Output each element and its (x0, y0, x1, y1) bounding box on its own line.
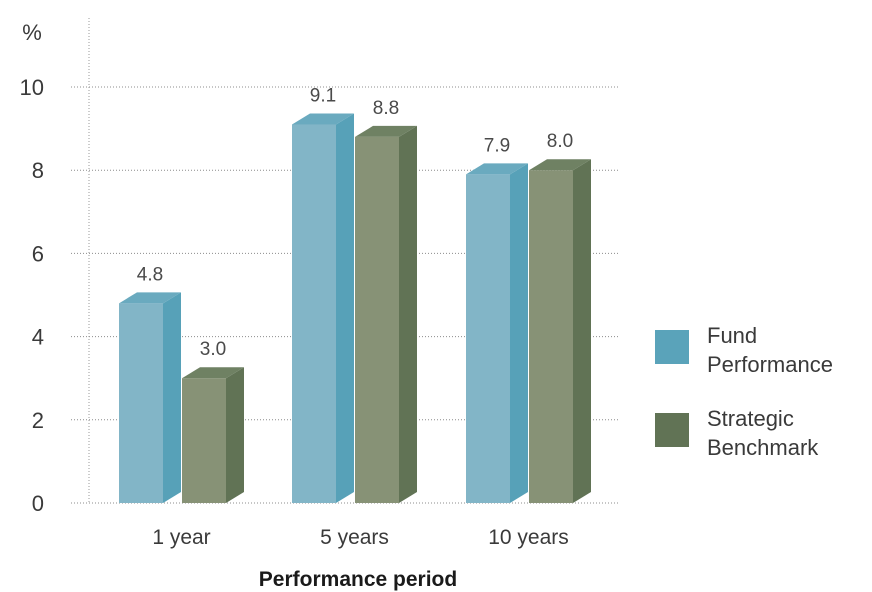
legend-label: Performance (707, 352, 833, 377)
bar-side (163, 292, 181, 503)
data-label: 3.0 (200, 339, 226, 360)
bar-side (510, 163, 528, 504)
y-tick-label: 2 (32, 408, 44, 433)
data-label: 4.8 (137, 264, 163, 285)
x-tick-label: 5 years (320, 526, 389, 549)
bar-top (529, 159, 591, 171)
legend-label: Benchmark (707, 435, 819, 460)
bar-side (573, 159, 591, 503)
y-axis-unit-label: % (22, 20, 42, 45)
x-tick-label: 10 years (488, 526, 569, 549)
y-tick-label: 10 (20, 75, 44, 100)
bar-front (529, 170, 573, 503)
bar-side (226, 367, 244, 503)
x-tick-label: 1 year (152, 526, 210, 549)
y-tick-label: 8 (32, 158, 44, 183)
bar-top (119, 292, 181, 304)
bar (466, 163, 528, 504)
y-tick-label: 0 (32, 491, 44, 516)
bar (529, 159, 591, 503)
bars (119, 113, 591, 504)
bar-front (182, 378, 226, 503)
bar-top (355, 125, 417, 137)
data-label: 8.8 (373, 98, 399, 119)
bar (292, 113, 354, 503)
bar-top (466, 163, 528, 175)
legend-swatch (655, 330, 689, 364)
y-axis-ticks: 0 2 4 6 8 10 (20, 75, 44, 516)
bar-front (466, 174, 510, 504)
x-axis-title: Performance period (259, 568, 457, 591)
legend-swatch (655, 413, 689, 447)
bar (119, 292, 181, 503)
bar-top (292, 113, 354, 125)
legend-label: Strategic (707, 406, 794, 431)
bar-front (292, 124, 336, 503)
bar-side (399, 125, 417, 504)
legend: Fund Performance Strategic Benchmark (655, 323, 833, 460)
bar (182, 367, 244, 503)
x-axis-categories: 1 year 5 years 10 years (152, 526, 568, 549)
y-tick-label: 6 (32, 241, 44, 266)
bar (355, 125, 417, 504)
bar-top (182, 367, 244, 379)
data-labels: 4.8 3.0 9.1 8.8 7.9 8.0 (137, 85, 573, 360)
bar-side (336, 113, 354, 503)
legend-label: Fund (707, 323, 757, 348)
bar-front (119, 303, 163, 503)
bar-front (355, 136, 399, 504)
data-label: 7.9 (484, 135, 510, 156)
data-label: 9.1 (310, 85, 336, 106)
y-tick-label: 4 (32, 325, 44, 350)
data-label: 8.0 (547, 131, 573, 152)
